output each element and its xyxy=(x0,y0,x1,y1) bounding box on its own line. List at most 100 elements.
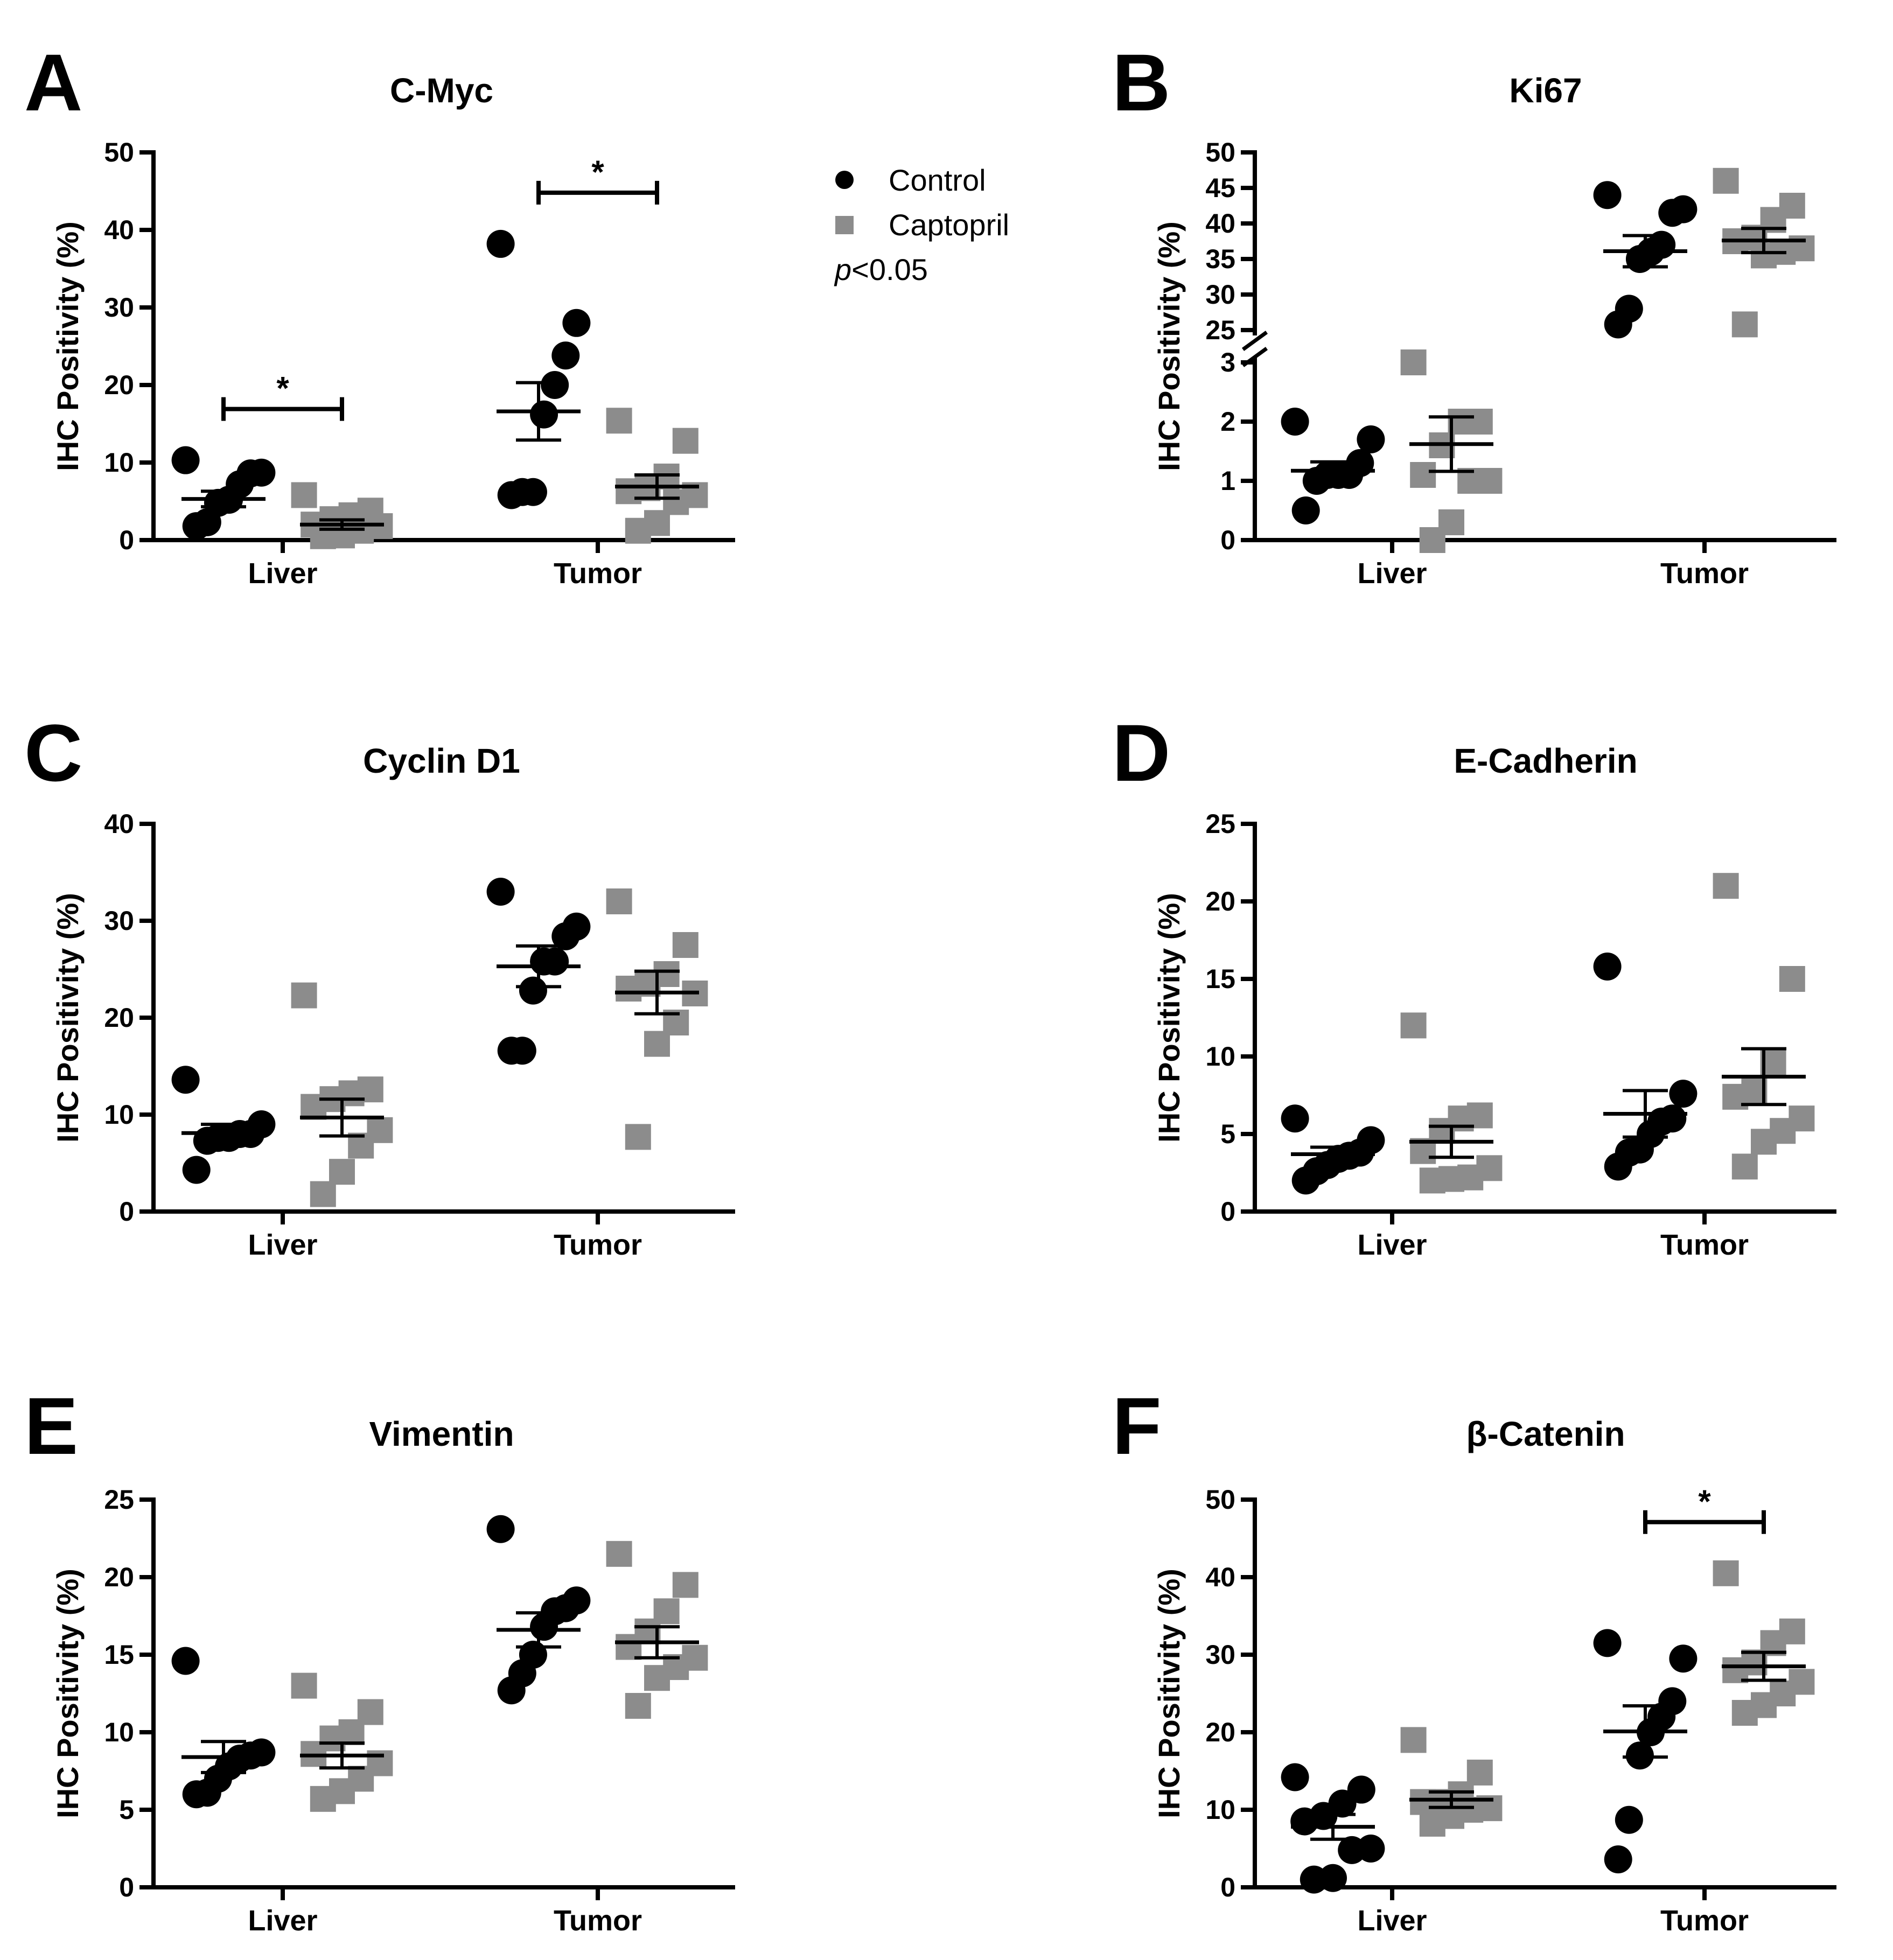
panel-a-letter: A xyxy=(24,37,82,128)
panel-f-ytick-label-4: 40 xyxy=(1205,1562,1235,1592)
panel-f-control-tumor-point-1 xyxy=(1669,1644,1698,1673)
panel-e-control-tumor-point-7 xyxy=(497,1676,526,1705)
panel-d-ytick-label-0: 0 xyxy=(1220,1196,1235,1227)
panel-d-control-tumor-point-0 xyxy=(1593,952,1622,981)
panel-e-control-liver-point-7 xyxy=(182,1780,211,1809)
panel-c-ytick-label-0: 0 xyxy=(119,1196,134,1227)
panel-a-control-tumor-point-3 xyxy=(541,371,569,399)
panel-b-ytick-label-upper-4: 45 xyxy=(1205,173,1235,203)
panel-c-category-tumor: Tumor xyxy=(554,1229,642,1261)
panel-e-ytick-label-4: 20 xyxy=(104,1562,134,1592)
panel-d-control-liver-point-7 xyxy=(1291,1166,1320,1195)
panel-d-control-tumor-point-1 xyxy=(1669,1080,1698,1108)
panel-b-ytick-label-upper-3: 40 xyxy=(1205,208,1235,239)
panel-d-captopril-tumor-point-7 xyxy=(1751,1129,1777,1155)
panel-d: D E-Cadherin IHC Positivity (%) 0 5 10 15 20 25 L… xyxy=(1112,708,1836,1261)
panel-e-control-tumor-point-4 xyxy=(530,1613,558,1641)
panel-b-control-tumor-point-7 xyxy=(1604,310,1632,339)
panel-c-control-tumor-point-2 xyxy=(551,922,580,950)
panel-f-control-tumor-point-0 xyxy=(1593,1629,1622,1657)
legend-captopril-marker xyxy=(835,216,854,234)
panel-c-ytick-label-3: 30 xyxy=(104,906,134,936)
panel-c-captopril-tumor-point-8 xyxy=(625,1124,651,1150)
panel-b-captopril-tumor-point-0 xyxy=(1713,167,1739,194)
panel-e-ytick-label-5: 25 xyxy=(104,1485,134,1515)
panel-e-captopril-tumor-point-1 xyxy=(672,1572,698,1598)
panel-e-ytick-label-3: 15 xyxy=(104,1640,134,1670)
panel-e-captopril-tumor-point-8 xyxy=(625,1693,651,1719)
legend-control-label: Control xyxy=(889,163,986,197)
panel-d-ytick-label-3: 15 xyxy=(1205,964,1235,994)
panel-b-control-tumor-point-2 xyxy=(1658,199,1687,227)
panel-a-captopril-tumor-point-4 xyxy=(616,478,642,505)
panel-a: A C-Myc IHC Positivity (%) 0 10 20 30 40 50 Liver… xyxy=(24,37,735,590)
panel-c-control-tumor-point-4 xyxy=(530,947,558,976)
panel-b-ytick-label-lower-0: 0 xyxy=(1220,525,1235,555)
panel-b-control-liver-point-1 xyxy=(1357,425,1385,453)
panel-b-letter: B xyxy=(1112,37,1170,128)
panel-e-captopril-liver-point-8 xyxy=(310,1786,336,1812)
panel-b-captopril-liver-point-4 xyxy=(1410,462,1436,488)
panel-e-title: Vimentin xyxy=(369,1415,514,1453)
legend: Control Captopril p<0.05 xyxy=(834,163,1009,286)
panel-e-captopril-tumor-point-4 xyxy=(616,1634,642,1660)
panel-a-captopril-tumor-point-0 xyxy=(606,408,632,434)
panel-a-ytick-label-2: 20 xyxy=(104,370,134,400)
panel-b-control-liver-point-0 xyxy=(1281,408,1309,436)
panel-a-control-tumor-point-4 xyxy=(530,400,558,429)
panel-e-category-tumor: Tumor xyxy=(554,1905,642,1937)
panel-c-control-liver-point-0 xyxy=(171,1066,200,1094)
panel-a-control-liver-point-0 xyxy=(171,446,200,474)
panel-a-ytick-label-0: 0 xyxy=(119,525,134,555)
panel-f-ytick-label-1: 10 xyxy=(1205,1795,1235,1825)
panel-a-captopril-liver-point-0 xyxy=(291,482,317,508)
panel-f-control-tumor-point-6 xyxy=(1615,1805,1643,1834)
panel-b-captopril-liver-point-8 xyxy=(1419,527,1445,553)
panel-a-ytick-label-3: 30 xyxy=(104,292,134,323)
panel-f-control-liver-point-4 xyxy=(1290,1807,1319,1836)
panel-a-ytick-label-5: 50 xyxy=(104,137,134,167)
panel-b-captopril-tumor-point-8 xyxy=(1731,311,1758,338)
panel-d-ytick-label-1: 5 xyxy=(1220,1119,1235,1149)
panel-c-captopril-tumor-point-0 xyxy=(606,888,632,914)
panel-c-ytick-label-4: 40 xyxy=(104,809,134,839)
panel-b-captopril-liver-point-0 xyxy=(1400,349,1427,375)
panel-b-ytick-label-upper-0: 25 xyxy=(1205,315,1235,345)
legend-significance-note: p<0.05 xyxy=(834,253,928,286)
legend-p-italic: p xyxy=(834,253,851,286)
panel-a-category-tumor: Tumor xyxy=(554,557,642,590)
panel-b-ytick-label-upper-1: 30 xyxy=(1205,279,1235,310)
panel-a-ytick-label-4: 40 xyxy=(104,215,134,245)
panel-f-control-liver-point-6 xyxy=(1338,1836,1366,1864)
panel-d-ytick-label-5: 25 xyxy=(1205,809,1235,839)
panel-f-y-axis-label: IHC Positivity (%) xyxy=(1152,1569,1186,1818)
panel-f-ytick-label-0: 0 xyxy=(1220,1872,1235,1902)
panel-e-category-liver: Liver xyxy=(248,1905,317,1937)
panel-a-captopril-tumor-point-1 xyxy=(672,428,698,454)
panel-c-control-tumor-point-0 xyxy=(486,878,515,906)
panel-b-axis-break-upper xyxy=(1241,331,1268,351)
panel-b-control-tumor-point-5 xyxy=(1625,245,1654,273)
panel-c-captopril-tumor-point-1 xyxy=(672,932,698,958)
panel-f-ytick-label-3: 30 xyxy=(1205,1640,1235,1670)
panel-f-captopril-liver-point-1 xyxy=(1466,1759,1493,1786)
panel-f-ytick-label-2: 20 xyxy=(1205,1717,1235,1747)
panel-b-ytick-label-upper-2: 35 xyxy=(1205,244,1235,274)
panel-f-ytick-label-5: 50 xyxy=(1205,1485,1235,1515)
panel-c-captopril-liver-point-7 xyxy=(329,1159,355,1185)
panel-b-ytick-label-upper-5: 50 xyxy=(1205,137,1235,167)
panel-e-captopril-tumor-point-7 xyxy=(644,1665,670,1691)
panel-c-control-tumor-point-5 xyxy=(519,976,547,1005)
panel-c-y-axis-label: IHC Positivity (%) xyxy=(51,893,85,1143)
panel-c-captopril-liver-point-0 xyxy=(291,982,317,1009)
panel-f-title: β-Catenin xyxy=(1466,1415,1625,1453)
panel-c-captopril-tumor-point-7 xyxy=(644,1031,670,1057)
panel-b-ytick-label-lower-1: 1 xyxy=(1220,466,1235,496)
panel-e-captopril-liver-point-0 xyxy=(291,1672,317,1699)
panel-b-y-axis-label: IHC Positivity (%) xyxy=(1152,221,1186,471)
panel-c-control-liver-point-7 xyxy=(182,1156,211,1184)
panel-e-letter: E xyxy=(24,1381,78,1471)
panel-b-control-liver-point-7 xyxy=(1291,496,1320,524)
panel-d-ytick-label-4: 20 xyxy=(1205,886,1235,916)
panel-f-control-liver-point-0 xyxy=(1281,1763,1309,1791)
